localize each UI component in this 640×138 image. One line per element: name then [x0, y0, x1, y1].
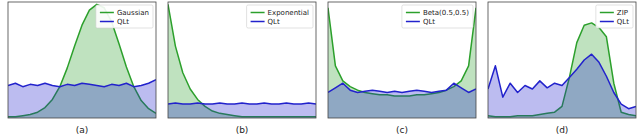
plot-area — [8, 4, 156, 118]
series-line — [168, 4, 316, 117]
series-line — [328, 83, 476, 92]
plot-area — [168, 4, 316, 118]
legend-swatch — [600, 12, 614, 14]
area-fill — [168, 103, 316, 118]
plot-area — [488, 23, 636, 118]
panel: (b) ExponentialQLt — [168, 2, 316, 135]
legend-label: Beta(0.5,0.5) — [423, 9, 469, 17]
panel-caption: (b) — [236, 125, 249, 135]
plot-frame — [328, 2, 476, 118]
panel: (a) GaussianQLt — [8, 2, 156, 135]
legend-swatch — [251, 12, 265, 14]
legend-label: QLt — [617, 18, 629, 26]
legend-swatch — [100, 21, 114, 23]
area-fill — [488, 54, 636, 118]
legend: ZIPQLt — [596, 5, 633, 28]
legend-swatch — [406, 12, 420, 14]
legend-swatch — [100, 12, 114, 14]
panel: (c) Beta(0.5,0.5)QLt — [328, 2, 476, 135]
legend-label: QLt — [423, 18, 435, 26]
legend-box — [596, 5, 633, 28]
area-fill — [8, 4, 156, 118]
area-fill — [168, 4, 316, 118]
series-line — [488, 54, 636, 109]
legend-label: Exponential — [268, 9, 309, 17]
legend-label: QLt — [268, 18, 280, 26]
plot-frame — [168, 2, 316, 118]
panel-caption: (c) — [396, 125, 408, 135]
panel-caption: (d) — [556, 125, 569, 135]
legend-label: Gaussian — [117, 9, 149, 17]
legend: Beta(0.5,0.5)QLt — [402, 5, 473, 28]
legend-box — [247, 5, 313, 28]
area-fill — [8, 80, 156, 118]
area-fill — [328, 83, 476, 118]
plot-frame — [488, 2, 636, 118]
panel-caption: (a) — [76, 125, 89, 135]
legend-box — [96, 5, 153, 28]
area-fill — [488, 23, 636, 118]
series-line — [168, 103, 316, 104]
series-line — [8, 80, 156, 87]
legend-swatch — [406, 21, 420, 23]
legend: GaussianQLt — [96, 5, 153, 28]
legend-box — [402, 5, 473, 28]
legend-label: QLt — [117, 18, 129, 26]
plot-frame — [8, 2, 156, 118]
panel: (d) ZIPQLt — [488, 2, 636, 135]
legend-label: ZIP — [617, 9, 628, 17]
legend: ExponentialQLt — [247, 5, 313, 28]
legend-swatch — [600, 21, 614, 23]
legend-swatch — [251, 21, 265, 23]
figure: (a)GaussianQLt(b)ExponentialQLt(c)Beta(0… — [0, 0, 640, 138]
